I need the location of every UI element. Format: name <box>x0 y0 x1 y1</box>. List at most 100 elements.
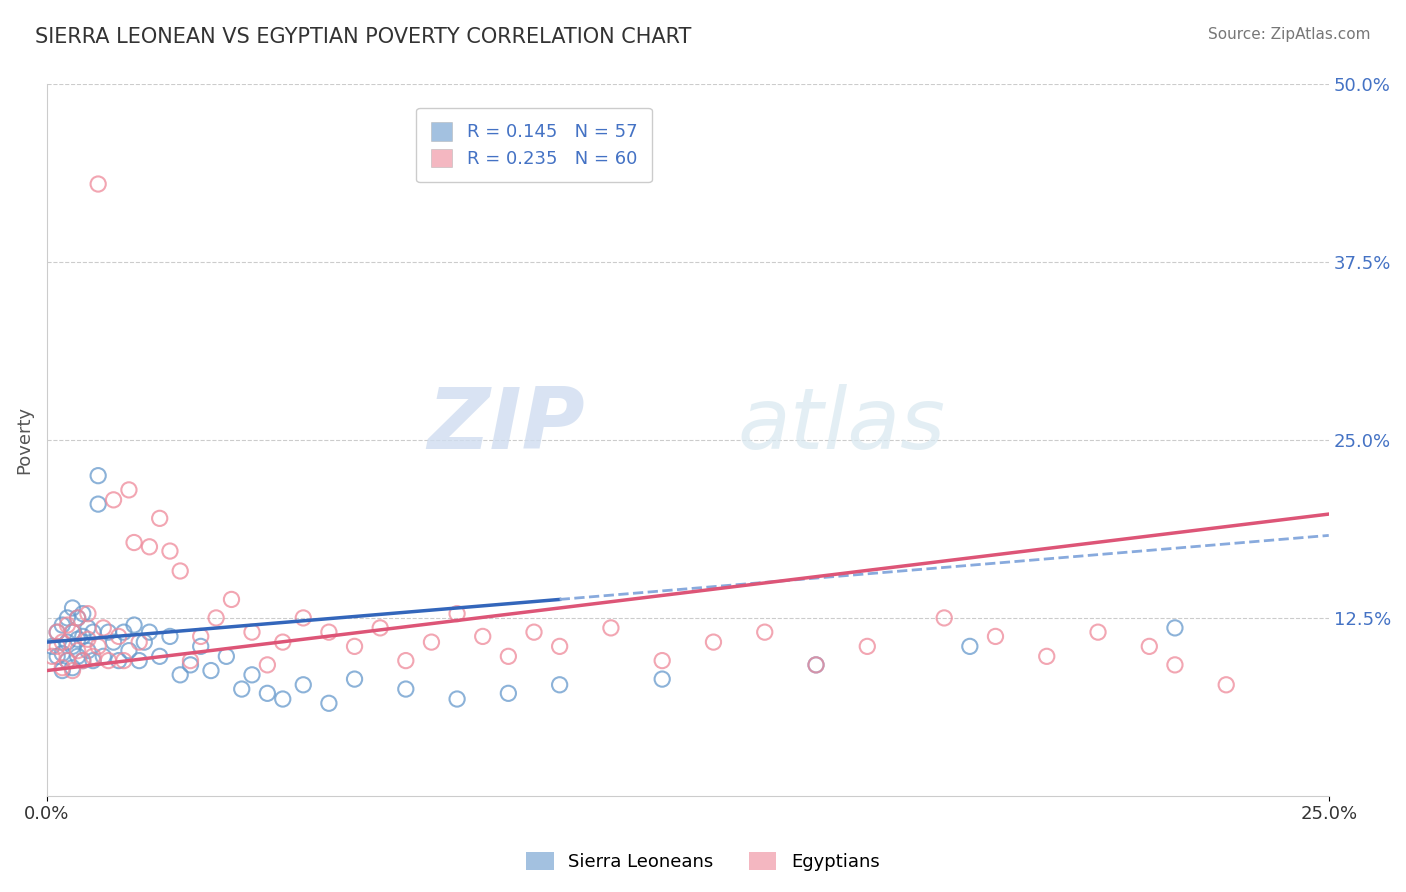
Point <box>107 654 129 668</box>
Point <box>318 625 340 640</box>
Point <box>62 664 84 678</box>
Point <box>51 647 73 661</box>
Point <box>1137 640 1160 654</box>
Point <box>112 625 135 640</box>
Point <box>159 629 181 643</box>
Point <box>169 668 191 682</box>
Point <box>118 483 141 497</box>
Point <box>256 686 278 700</box>
Point <box>138 540 160 554</box>
Point <box>190 640 212 654</box>
Point <box>651 654 673 668</box>
Point <box>91 649 114 664</box>
Point <box>87 177 110 191</box>
Point <box>149 511 172 525</box>
Point <box>77 621 100 635</box>
Point <box>91 621 114 635</box>
Point <box>128 635 150 649</box>
Point <box>240 668 263 682</box>
Point <box>46 640 69 654</box>
Text: SIERRA LEONEAN VS EGYPTIAN POVERTY CORRELATION CHART: SIERRA LEONEAN VS EGYPTIAN POVERTY CORRE… <box>35 27 692 46</box>
Point <box>62 640 84 654</box>
Point <box>446 692 468 706</box>
Point <box>1164 657 1187 672</box>
Point <box>471 629 494 643</box>
Point <box>702 635 724 649</box>
Point <box>97 625 120 640</box>
Point <box>41 649 63 664</box>
Point <box>46 625 69 640</box>
Point <box>72 607 94 621</box>
Point <box>179 657 201 672</box>
Point <box>523 625 546 640</box>
Text: ZIP: ZIP <box>427 384 585 467</box>
Point <box>292 611 315 625</box>
Point <box>959 640 981 654</box>
Point <box>600 621 623 635</box>
Point <box>51 635 73 649</box>
Point <box>1035 649 1057 664</box>
Point <box>1087 625 1109 640</box>
Point <box>548 640 571 654</box>
Point <box>72 654 94 668</box>
Point <box>77 632 100 647</box>
Point <box>134 635 156 649</box>
Point <box>62 625 84 640</box>
Point <box>56 611 79 625</box>
Point <box>82 654 104 668</box>
Legend: Sierra Leoneans, Egyptians: Sierra Leoneans, Egyptians <box>519 845 887 879</box>
Point <box>66 643 89 657</box>
Point <box>56 618 79 632</box>
Point <box>46 649 69 664</box>
Point <box>72 629 94 643</box>
Point <box>149 649 172 664</box>
Point <box>103 635 125 649</box>
Point <box>804 657 827 672</box>
Legend: R = 0.145   N = 57, R = 0.235   N = 60: R = 0.145 N = 57, R = 0.235 N = 60 <box>416 108 652 183</box>
Point <box>984 629 1007 643</box>
Point <box>66 611 89 625</box>
Point <box>271 692 294 706</box>
Point <box>128 654 150 668</box>
Point <box>292 678 315 692</box>
Point <box>82 625 104 640</box>
Point <box>934 611 956 625</box>
Point <box>215 649 238 664</box>
Point <box>318 696 340 710</box>
Point <box>46 625 69 640</box>
Text: atlas: atlas <box>738 384 946 467</box>
Point <box>62 661 84 675</box>
Point <box>77 643 100 657</box>
Point <box>498 686 520 700</box>
Point <box>118 643 141 657</box>
Point <box>343 672 366 686</box>
Point <box>190 629 212 643</box>
Point <box>368 621 391 635</box>
Point <box>107 629 129 643</box>
Point <box>66 611 89 625</box>
Point <box>51 661 73 675</box>
Point <box>122 535 145 549</box>
Point <box>62 625 84 640</box>
Point <box>72 654 94 668</box>
Point <box>221 592 243 607</box>
Point <box>446 607 468 621</box>
Point <box>240 625 263 640</box>
Point <box>51 618 73 632</box>
Point <box>66 649 89 664</box>
Point <box>231 681 253 696</box>
Point <box>395 654 418 668</box>
Point <box>343 640 366 654</box>
Point <box>205 611 228 625</box>
Y-axis label: Poverty: Poverty <box>15 406 32 475</box>
Point <box>56 654 79 668</box>
Point <box>1164 621 1187 635</box>
Point <box>122 618 145 632</box>
Point <box>87 468 110 483</box>
Point <box>51 664 73 678</box>
Point <box>103 492 125 507</box>
Point <box>87 640 110 654</box>
Text: Source: ZipAtlas.com: Source: ZipAtlas.com <box>1208 27 1371 42</box>
Point <box>159 544 181 558</box>
Point <box>41 640 63 654</box>
